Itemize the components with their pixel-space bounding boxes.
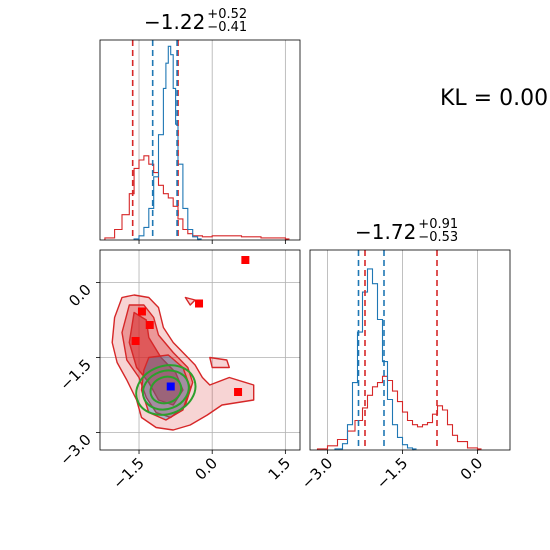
p2-hist-tick-label: 0.0 [457, 454, 487, 484]
p2-blue-histogram [334, 268, 417, 451]
joint-x-tick-label: 1.5 [265, 454, 295, 484]
red-marker [234, 388, 243, 396]
joint-y-tick-label: −1.5 [56, 356, 94, 394]
red-marker [131, 337, 140, 345]
p1-blue-histogram [133, 45, 202, 241]
red-contour-island [209, 356, 230, 369]
red-marker [145, 321, 154, 329]
p2-red-histogram [316, 375, 482, 451]
p2-title: −1.72 +0.91 −0.53 [355, 218, 458, 247]
red-marker [241, 256, 250, 264]
red-contour-island [184, 296, 196, 306]
p2-hist-tick-label: −3.0 [298, 454, 336, 492]
p1-title-minus: −0.41 [207, 19, 248, 35]
p2-title-main: −1.72 [355, 220, 417, 244]
p2-hist-tick-label: −1.5 [373, 454, 411, 492]
joint-y-tick-label: 0.0 [65, 281, 95, 311]
joint-x-tick-label: −1.5 [109, 454, 147, 492]
green-contour [149, 375, 183, 405]
p2-title-plus: +0.91 [418, 216, 459, 232]
p1-title-plus: +0.52 [207, 6, 248, 22]
p1-title-main: −1.22 [144, 10, 206, 34]
joint-density [111, 294, 255, 431]
p2-title-errors: +0.91 −0.53 [418, 218, 458, 244]
p1-hist-frame [99, 39, 301, 241]
joint-frame [99, 249, 301, 451]
p2-title-minus: −0.53 [418, 229, 459, 245]
p1-title-errors: +0.52 −0.41 [207, 8, 247, 34]
p2-hist-frame [309, 249, 511, 451]
joint-x-tick-label: 0.0 [191, 454, 221, 484]
kl-annotation: KL = 0.00 [440, 86, 549, 111]
red-marker [137, 307, 146, 316]
red-marker [195, 299, 204, 308]
joint-y-tick-label: −3.0 [56, 431, 94, 469]
p1-red-histogram [104, 155, 290, 241]
green-contour [141, 369, 190, 411]
p1-title: −1.22 +0.52 −0.41 [144, 8, 247, 37]
blue-marker [166, 382, 175, 391]
green-contour [135, 364, 197, 416]
